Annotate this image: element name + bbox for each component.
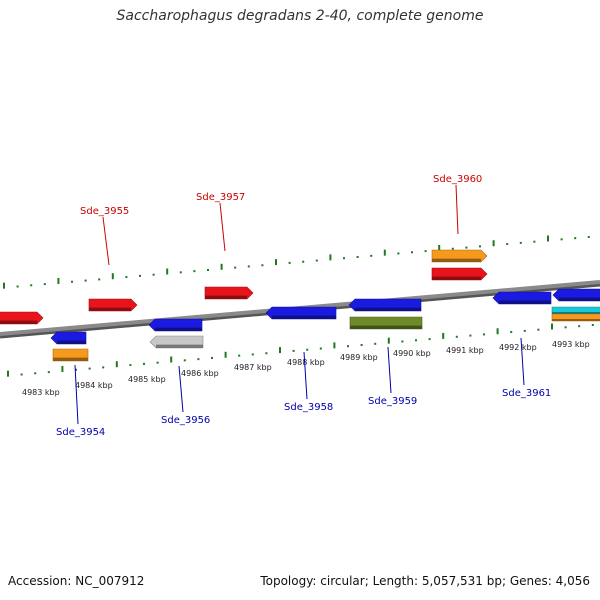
gene-feature-blue[interactable] [50,331,87,345]
length-value: 5,057,531 bp [421,574,502,588]
feature-shadow [432,258,481,262]
genes-label: Genes: [509,574,552,588]
feature-shadow [155,327,202,331]
feature-shadow [89,307,131,311]
gene-leader-line [74,364,79,425]
gene-feature-blue[interactable] [552,288,600,302]
gene-leader-line [387,346,392,394]
scale-label: 4983 kbp [22,388,60,397]
accession-label: Accession: [8,574,72,588]
scale-label: 4986 kbp [181,369,219,378]
accession-value: NC_007912 [75,574,145,588]
scale-label: 4988 kbp [287,358,325,367]
gene-feature-blue[interactable] [148,318,203,332]
feature-shadow [205,295,247,299]
gene-feature-gray[interactable] [149,335,204,349]
topology-label: Topology: [260,574,317,588]
map-title: Saccharophagus degradans 2-40, complete … [116,8,484,24]
gene-leader-line [102,216,110,266]
gene-feature-red[interactable] [0,311,44,325]
inner-tick-row [7,323,594,377]
scale-label: 4984 kbp [75,381,113,390]
gene-label-leaders [74,184,525,425]
outer-tick-row [3,235,590,289]
feature-shadow [272,315,336,319]
scale-label: 4990 kbp [393,349,431,358]
gene-feature-blue[interactable] [492,291,552,305]
topology-value: circular [320,574,365,588]
gene-feature-orange[interactable] [431,249,488,263]
gene-labels[interactable]: Sde_3954 Sde_3955 Sde_3956 Sde_3957 Sde_3958… [56,174,551,438]
gene-leader-line [219,202,226,252]
gene-feature-blue[interactable] [265,306,337,320]
scale-label: 4989 kbp [340,353,378,362]
feature-shadow [432,276,481,280]
feature-shadow [57,340,86,344]
scale-label: 4985 kbp [128,375,166,384]
feature-shadow [552,312,600,314]
gene-feature-olive[interactable] [349,316,423,330]
gene-leader-line [520,337,525,386]
gene-label[interactable]: Sde_3961 [502,388,551,399]
gene-label[interactable]: Sde_3954 [56,427,105,438]
feature-shadow [53,357,88,361]
feature-shadow [156,344,203,348]
gene-feature-red[interactable] [431,267,488,281]
feature-shadow [0,320,37,324]
gene-label[interactable]: Sde_3957 [196,192,245,203]
gene-feature-blue[interactable] [348,298,422,312]
gene-leader-line [455,184,459,235]
gene-leader-line [178,365,184,413]
feature-shadow [499,300,551,304]
scale-labels: 4983 kbp 4984 kbp 4985 kbp 4986 kbp 4987 kbp… [22,340,590,397]
gene-feature-red[interactable] [88,298,138,312]
scale-label: 4992 kbp [499,343,537,352]
gene-label[interactable]: Sde_3960 [433,174,482,185]
gene-feature-cyan[interactable] [551,306,600,315]
gene-label[interactable]: Sde_3956 [161,415,210,426]
genome-summary: Topology: circular; Length: 5,057,531 bp… [260,574,590,588]
gene-label[interactable]: Sde_3958 [284,402,333,413]
feature-shadow [552,319,600,321]
scale-label: 4991 kbp [446,346,484,355]
gene-feature-orange[interactable] [52,348,89,362]
length-label: Length: [372,574,419,588]
feature-shadow [350,325,422,329]
accession-info: Accession: NC_007912 [8,574,144,588]
gene-label[interactable]: Sde_3959 [368,396,417,407]
gene-feature-orange[interactable] [551,313,600,322]
gene-label[interactable]: Sde_3955 [80,206,129,217]
feature-track[interactable] [0,249,600,362]
feature-shadow [355,307,421,311]
gene-feature-red[interactable] [204,286,254,300]
feature-shadow [559,297,600,301]
genes-value: 4,056 [555,574,590,588]
scale-label: 4993 kbp [552,340,590,349]
gene-leader-line [303,351,308,400]
scale-label: 4987 kbp [234,363,272,372]
